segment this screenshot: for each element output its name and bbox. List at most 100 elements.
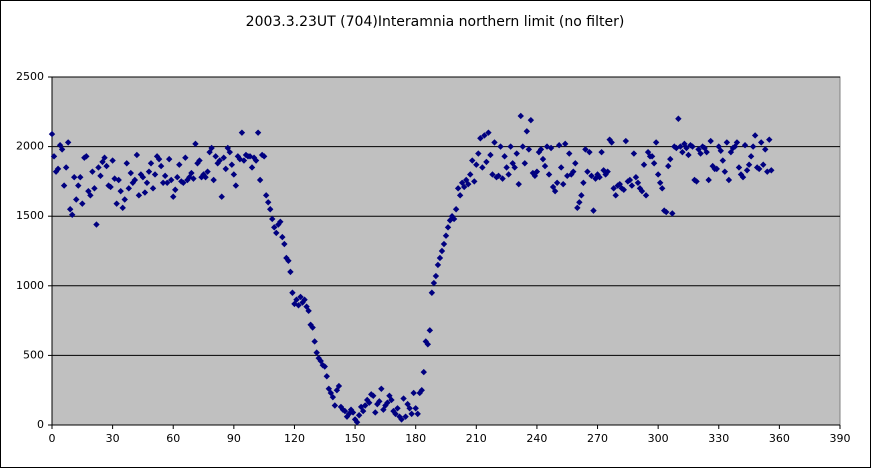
data-point (527, 116, 535, 124)
x-tick-label: 300 (648, 432, 669, 445)
data-point (465, 180, 472, 188)
data-point (145, 168, 153, 175)
data-point (149, 185, 157, 192)
data-point (749, 143, 757, 150)
data-point (505, 171, 512, 178)
data-point (705, 176, 712, 184)
data-point (400, 395, 407, 402)
data-point (279, 233, 286, 241)
data-point (246, 153, 254, 160)
data-point (509, 160, 516, 167)
data-point (624, 178, 632, 185)
data-point (531, 172, 539, 180)
x-tick-label: 210 (466, 432, 487, 445)
data-point (580, 179, 587, 186)
data-point (697, 150, 704, 157)
data-point (378, 385, 385, 393)
data-point (62, 164, 70, 171)
data-point (576, 199, 583, 206)
data-point (293, 296, 300, 303)
data-point (768, 167, 775, 174)
data-point (574, 204, 581, 212)
data-point (582, 146, 589, 153)
data-point (301, 296, 308, 303)
data-point (719, 157, 727, 164)
data-point (127, 169, 134, 177)
data-point (717, 147, 724, 154)
data-point (410, 389, 417, 397)
data-point (454, 185, 462, 192)
data-point (640, 161, 648, 168)
data-point (143, 179, 151, 186)
data-point (165, 155, 173, 163)
data-point (163, 179, 171, 186)
data-point (533, 168, 541, 175)
data-point (703, 148, 710, 156)
data-point (735, 164, 743, 171)
data-point (54, 165, 62, 173)
data-point (285, 257, 292, 264)
data-point (519, 143, 526, 150)
x-tick-label: 270 (587, 432, 608, 445)
data-point (628, 182, 636, 189)
data-point (656, 179, 664, 186)
data-point (553, 179, 561, 186)
data-point (751, 132, 759, 139)
data-point (630, 150, 638, 157)
data-point (551, 187, 559, 195)
data-point (275, 221, 282, 228)
data-point (313, 349, 320, 356)
data-point (618, 185, 625, 192)
data-point (604, 168, 611, 175)
data-point (747, 153, 755, 160)
data-point (232, 182, 240, 189)
data-point (675, 115, 682, 122)
data-point (610, 185, 617, 192)
data-point (58, 146, 66, 153)
data-point (507, 143, 514, 150)
data-point (125, 185, 132, 192)
data-point (545, 171, 553, 178)
data-point (267, 206, 274, 213)
data-point (161, 172, 169, 180)
data-point (228, 161, 236, 168)
data-point (452, 206, 460, 213)
data-point (602, 171, 609, 178)
data-point (157, 162, 165, 170)
data-point (398, 416, 405, 423)
data-point (258, 151, 266, 159)
data-point (50, 153, 58, 160)
data-point (483, 158, 490, 166)
x-tick-label: 360 (769, 432, 790, 445)
data-point (192, 140, 199, 148)
data-point (612, 192, 619, 199)
data-point (109, 157, 116, 164)
data-point (473, 161, 480, 168)
data-point (430, 279, 438, 287)
data-point (392, 410, 399, 418)
data-point (673, 144, 680, 152)
data-point (658, 185, 666, 192)
data-point (648, 153, 656, 160)
data-point (141, 189, 149, 196)
data-point (693, 178, 700, 185)
data-point (121, 196, 128, 203)
data-point (620, 186, 628, 193)
data-point (564, 172, 571, 180)
data-point (503, 164, 510, 171)
data-point (600, 167, 607, 174)
data-point (87, 192, 94, 199)
data-point (254, 129, 262, 136)
data-point (418, 387, 425, 394)
data-point (289, 289, 296, 296)
data-point (679, 148, 686, 156)
data-point (93, 221, 100, 228)
data-point (406, 405, 413, 412)
data-point (537, 146, 545, 153)
data-point (366, 399, 373, 406)
data-point (699, 143, 706, 150)
data-point (614, 182, 621, 189)
x-tick-label: 0 (49, 432, 56, 445)
data-point (632, 174, 640, 181)
data-point (394, 405, 401, 412)
